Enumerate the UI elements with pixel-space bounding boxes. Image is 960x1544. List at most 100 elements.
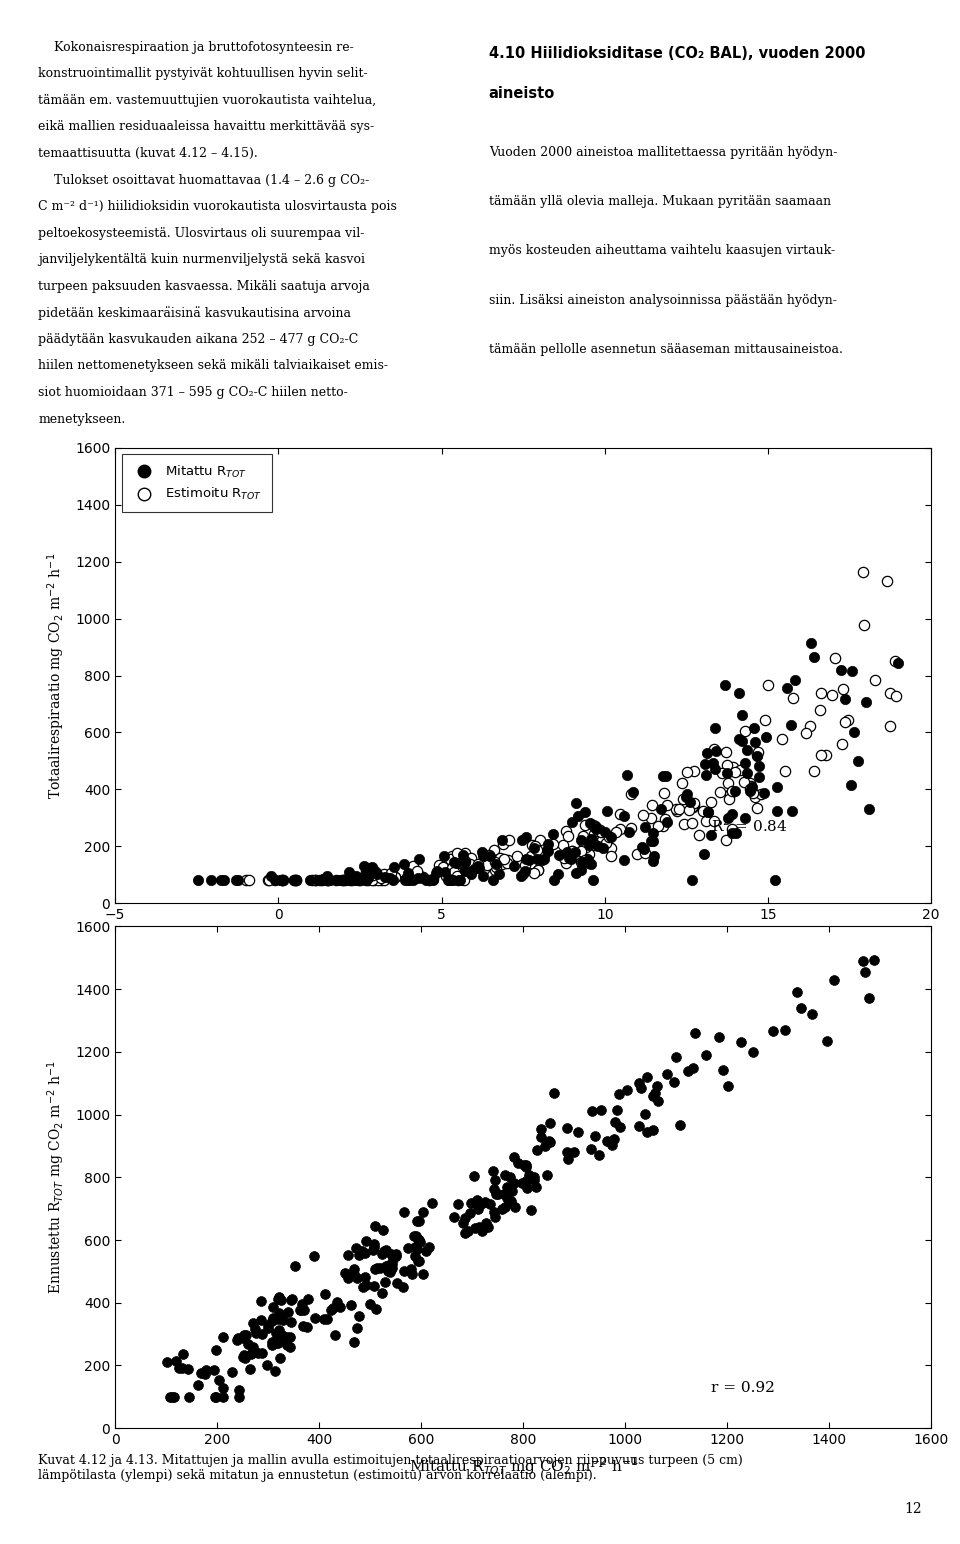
Estimoitu R$_{TOT}$: [460, 854, 475, 879]
Point: [176, 1342, 191, 1366]
Estimoitu R$_{TOT}$: [376, 862, 392, 886]
Point: [527, 1166, 542, 1190]
Estimoitu R$_{TOT}$: [439, 863, 454, 888]
Mitattu R$_{TOT}$: [537, 848, 552, 872]
Mitattu R$_{TOT}$: [518, 824, 534, 849]
Mitattu R$_{TOT}$: [485, 868, 500, 892]
Estimoitu R$_{TOT}$: [389, 863, 404, 888]
Estimoitu R$_{TOT}$: [714, 760, 730, 784]
Estimoitu R$_{TOT}$: [643, 806, 659, 831]
Text: Vuoden 2000 aineistoa mallitettaessa pyritään hyödyn-: Vuoden 2000 aineistoa mallitettaessa pyr…: [489, 145, 837, 159]
Mitattu R$_{TOT}$: [588, 817, 604, 841]
Point: [216, 1325, 231, 1349]
Point: [166, 1385, 181, 1410]
Point: [206, 1359, 222, 1383]
Text: Kuvat 4.12 ja 4.13. Mitattujen ja mallin avulla estimoitujen totaalirespiraatioa: Kuvat 4.12 ja 4.13. Mitattujen ja mallin…: [38, 1454, 743, 1482]
Mitattu R$_{TOT}$: [701, 800, 716, 824]
Estimoitu R$_{TOT}$: [527, 834, 542, 858]
Estimoitu R$_{TOT}$: [465, 858, 480, 883]
Point: [231, 1385, 247, 1410]
Point: [733, 1030, 749, 1055]
Estimoitu R$_{TOT}$: [704, 789, 719, 814]
Point: [273, 1345, 288, 1370]
Estimoitu R$_{TOT}$: [343, 868, 358, 892]
Point: [253, 1289, 269, 1314]
Mitattu R$_{TOT}$: [275, 868, 290, 892]
Estimoitu R$_{TOT}$: [774, 727, 789, 752]
Estimoitu R$_{TOT}$: [425, 866, 441, 891]
Mitattu R$_{TOT}$: [455, 843, 470, 868]
Mitattu R$_{TOT}$: [586, 868, 601, 892]
Text: konstruointimallit pystyivät kohtuullisen hyvin selit-: konstruointimallit pystyivät kohtuullise…: [38, 68, 368, 80]
Point: [523, 1197, 539, 1221]
Mitattu R$_{TOT}$: [783, 713, 799, 738]
Mitattu R$_{TOT}$: [382, 865, 397, 889]
Mitattu R$_{TOT}$: [400, 868, 416, 892]
X-axis label: Mitattu R$_{TOT}$ mg CO$_2$ m$^{-2}$ h$^{-1}$: Mitattu R$_{TOT}$ mg CO$_2$ m$^{-2}$ h$^…: [409, 1456, 637, 1478]
Estimoitu R$_{TOT}$: [387, 865, 402, 889]
Point: [591, 1143, 607, 1167]
Estimoitu R$_{TOT}$: [556, 832, 571, 857]
Mitattu R$_{TOT}$: [365, 857, 380, 882]
Mitattu R$_{TOT}$: [780, 675, 795, 699]
Point: [819, 1028, 834, 1053]
Mitattu R$_{TOT}$: [518, 846, 534, 871]
Point: [504, 1178, 519, 1203]
Point: [358, 1272, 373, 1297]
Mitattu R$_{TOT}$: [698, 763, 713, 787]
Y-axis label: Totaalirespiraatio mg CO$_2$ m$^{-2}$ h$^{-1}$: Totaalirespiraatio mg CO$_2$ m$^{-2}$ h$…: [45, 553, 67, 798]
Point: [516, 1153, 531, 1178]
Estimoitu R$_{TOT}$: [393, 858, 408, 883]
Point: [265, 1305, 280, 1329]
Estimoitu R$_{TOT}$: [383, 860, 398, 885]
Mitattu R$_{TOT}$: [545, 821, 561, 846]
Estimoitu R$_{TOT}$: [334, 868, 349, 892]
Point: [639, 1065, 655, 1090]
Estimoitu R$_{TOT}$: [495, 846, 511, 871]
Estimoitu R$_{TOT}$: [450, 868, 466, 892]
Mitattu R$_{TOT}$: [804, 630, 819, 655]
Point: [300, 1314, 315, 1339]
Estimoitu R$_{TOT}$: [537, 843, 552, 868]
Point: [159, 1349, 175, 1374]
Point: [268, 1322, 283, 1346]
Estimoitu R$_{TOT}$: [577, 832, 592, 857]
Mitattu R$_{TOT}$: [769, 775, 784, 800]
Point: [180, 1357, 196, 1382]
Text: Kokonaisrespiraation ja bruttofotosynteesin re-: Kokonaisrespiraation ja bruttofotosyntee…: [38, 40, 354, 54]
Mitattu R$_{TOT}$: [416, 866, 431, 891]
Estimoitu R$_{TOT}$: [674, 770, 689, 795]
Mitattu R$_{TOT}$: [287, 868, 302, 892]
Point: [559, 1115, 574, 1139]
Point: [349, 1265, 365, 1289]
Estimoitu R$_{TOT}$: [304, 868, 320, 892]
Point: [408, 1244, 423, 1269]
Point: [374, 1280, 390, 1305]
Point: [229, 1325, 245, 1349]
Point: [469, 1192, 485, 1217]
Text: myös kosteuden aiheuttama vaihtelu kaasujen virtauk-: myös kosteuden aiheuttama vaihtelu kaasu…: [489, 244, 835, 258]
Point: [238, 1322, 253, 1346]
Point: [369, 1255, 384, 1280]
Estimoitu R$_{TOT}$: [446, 860, 462, 885]
Estimoitu R$_{TOT}$: [718, 828, 733, 852]
Mitattu R$_{TOT}$: [274, 868, 289, 892]
Point: [327, 1323, 343, 1348]
Point: [415, 1261, 430, 1286]
Estimoitu R$_{TOT}$: [405, 854, 420, 879]
Estimoitu R$_{TOT}$: [501, 828, 516, 852]
Estimoitu R$_{TOT}$: [431, 852, 446, 877]
Mitattu R$_{TOT}$: [302, 868, 318, 892]
Mitattu R$_{TOT}$: [540, 838, 555, 863]
Point: [480, 1215, 495, 1240]
Estimoitu R$_{TOT}$: [399, 858, 415, 883]
Estimoitu R$_{TOT}$: [482, 843, 497, 868]
Mitattu R$_{TOT}$: [274, 868, 289, 892]
Point: [245, 1334, 260, 1359]
Mitattu R$_{TOT}$: [358, 868, 373, 892]
Point: [518, 1152, 534, 1177]
Estimoitu R$_{TOT}$: [288, 868, 303, 892]
Point: [411, 1227, 426, 1252]
Mitattu R$_{TOT}$: [426, 868, 442, 892]
Point: [237, 1345, 252, 1370]
